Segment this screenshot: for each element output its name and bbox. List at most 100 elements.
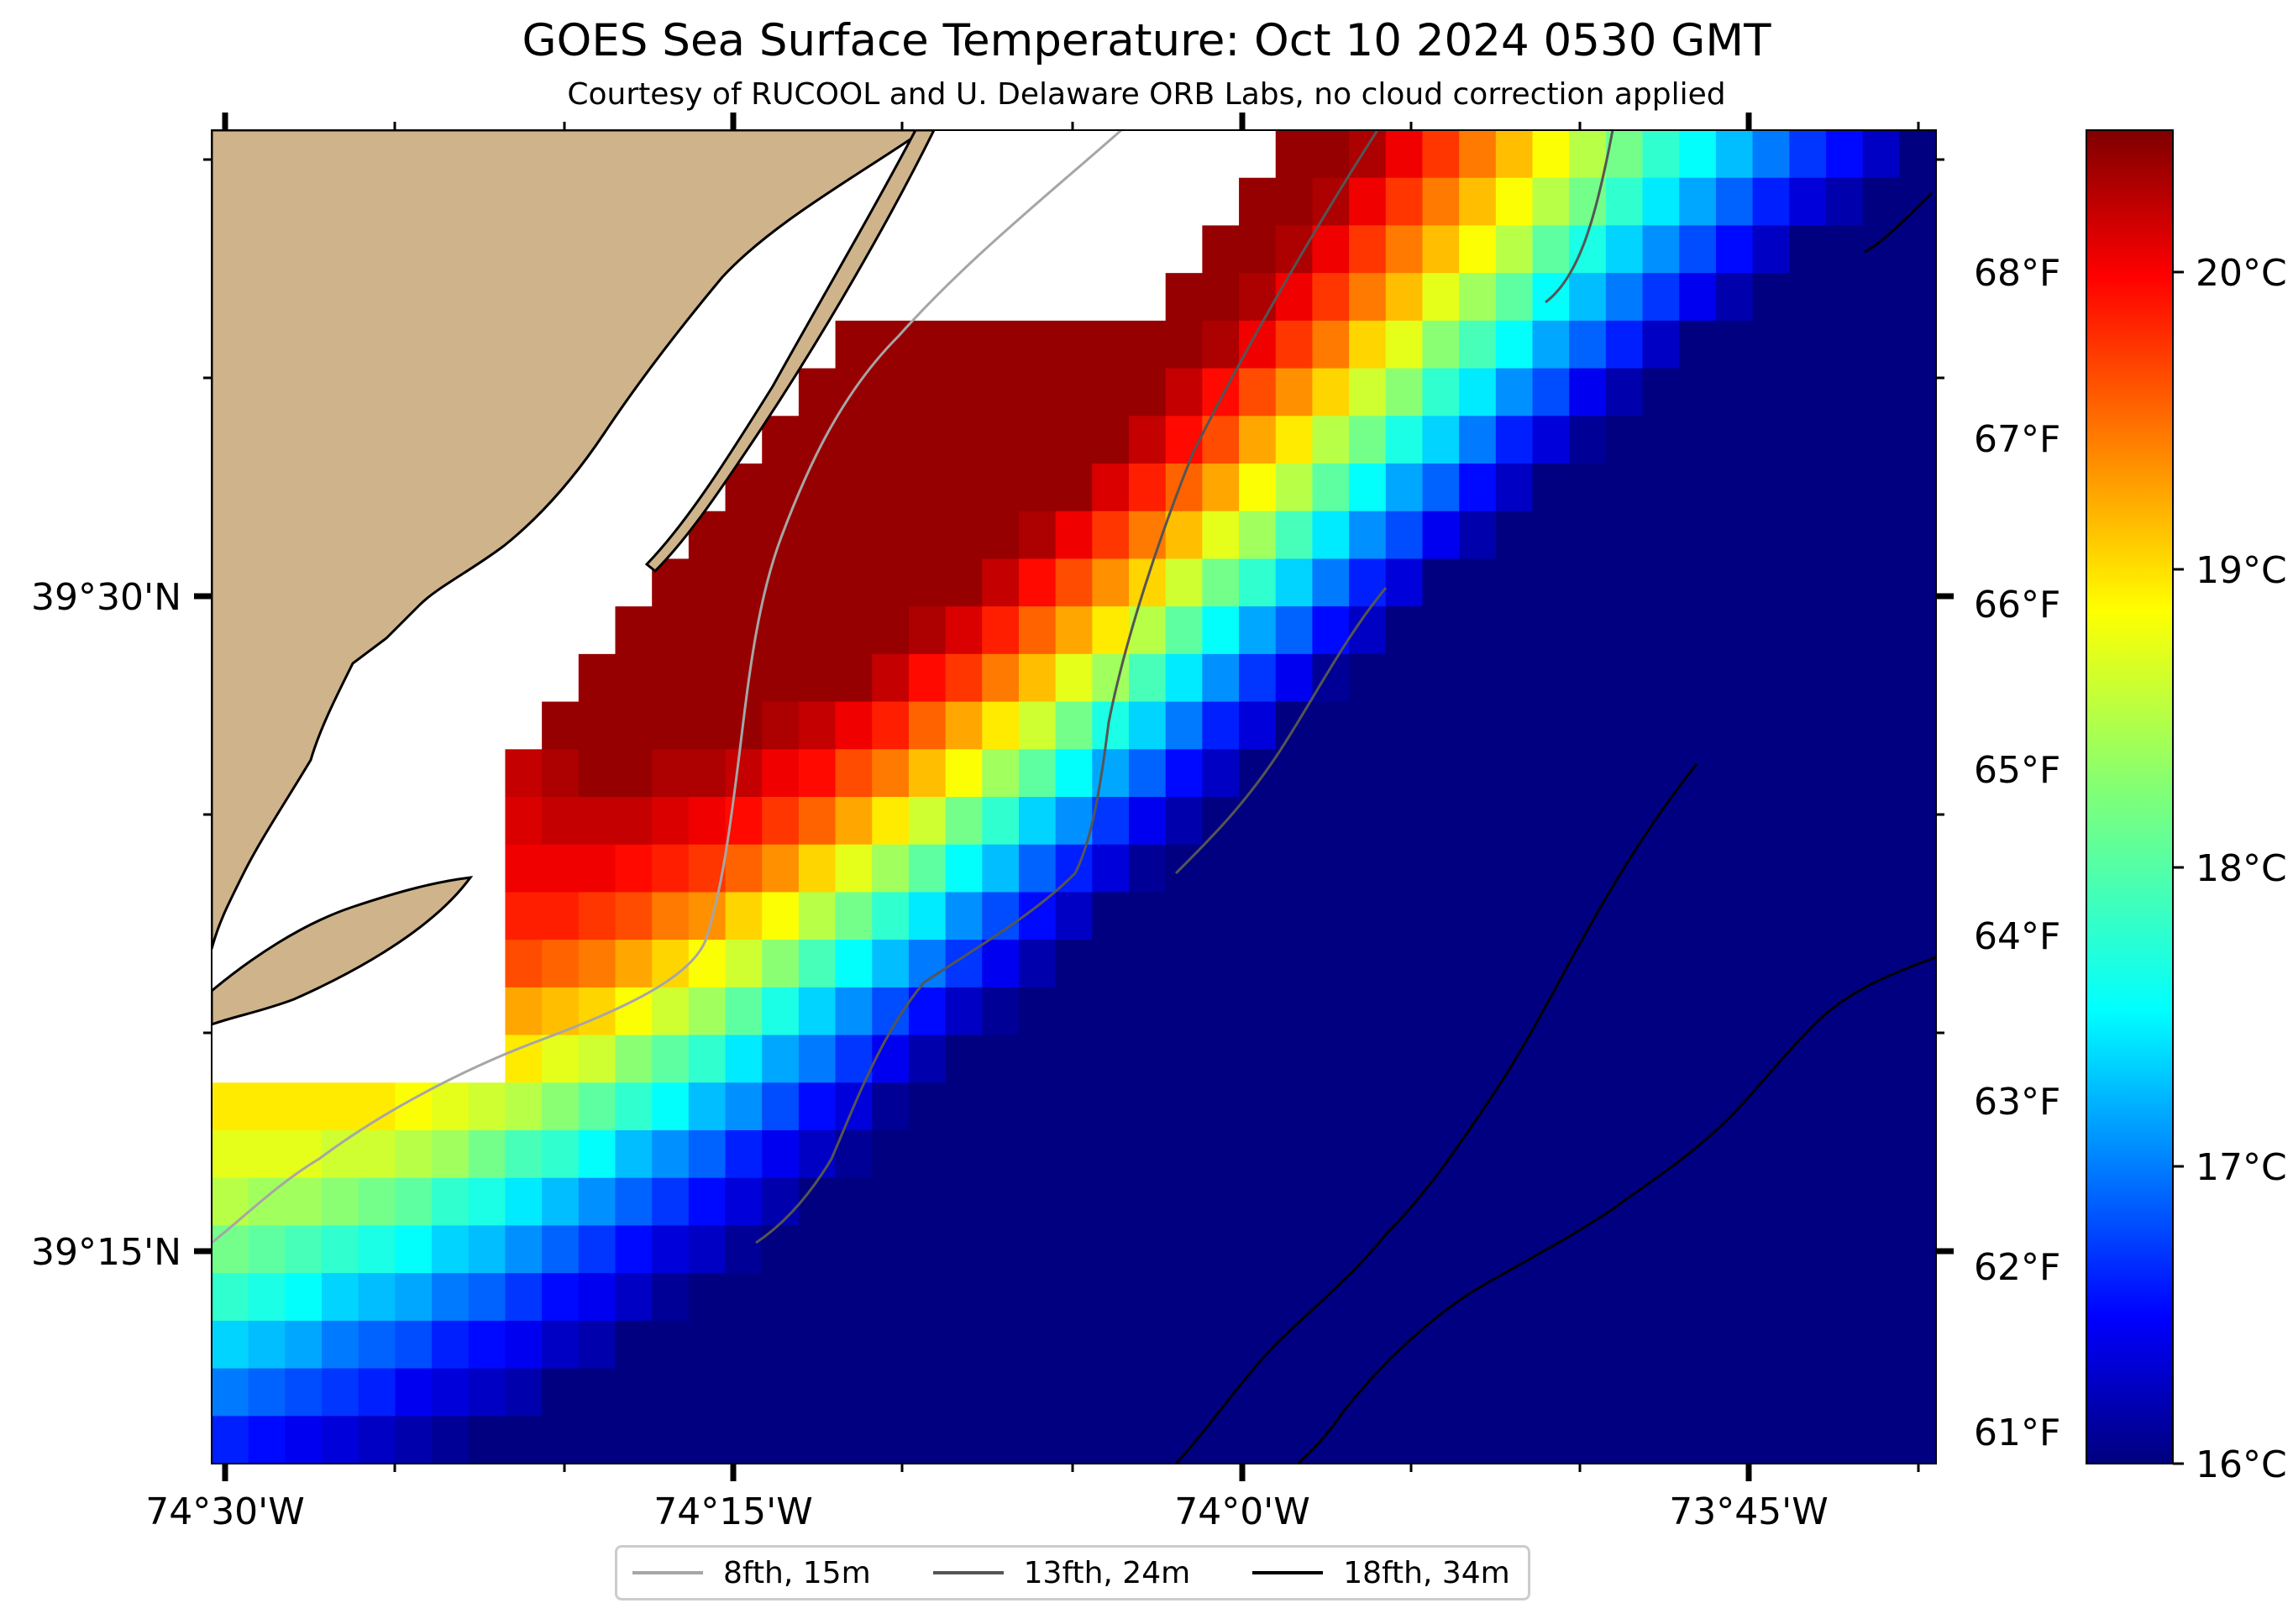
sst-cell [798,1320,837,1370]
sst-cell [945,1320,983,1370]
sst-cell [1789,320,1827,369]
sst-cell [1679,1082,1717,1131]
sst-cell [1312,892,1350,940]
sst-cell [1679,940,1717,988]
sst-cell [1715,653,1754,703]
sst-cell [1569,1082,1607,1131]
sst-cell [358,1082,396,1131]
sst-cell [1862,701,1900,750]
sst-cell [1385,320,1424,369]
sst-cell [1385,177,1424,227]
sst-cell [1752,749,1790,798]
sst-cell [1642,987,1680,1036]
sst-cell [1569,368,1607,416]
sst-cell [1605,653,1644,703]
sst-cell [1825,558,1864,607]
sst-cell [725,1416,763,1464]
sst-cell [835,940,873,988]
sst-cell [578,940,617,988]
sst-cell [1385,1082,1424,1131]
fahrenheit-label: 64°F [1974,915,2060,958]
sst-cell [432,1082,470,1131]
sst-cell [798,558,837,607]
sst-cell [798,464,837,512]
sst-cell [1642,1320,1680,1370]
sst-cell [1825,464,1864,512]
sst-cell [1275,653,1314,703]
sst-cell [762,1225,800,1274]
sst-cell [1165,1320,1203,1370]
sst-cell [1422,1368,1460,1417]
sst-cell [762,940,800,988]
sst-cell [1349,177,1387,227]
sst-cell [1385,225,1424,274]
sst-cell [1862,273,1900,322]
sst-cell [945,1416,983,1464]
sst-cell [872,1416,910,1464]
sst-cell [615,1273,653,1322]
sst-cell [1495,1416,1534,1464]
sst-cell [1422,273,1460,322]
sst-cell [1055,1416,1093,1464]
sst-cell [1018,558,1057,607]
sst-cell [1312,511,1350,560]
sst-cell [1422,1082,1460,1131]
colorbar-label: 19°C [2196,549,2287,592]
sst-cell [908,749,947,798]
sst-cell [1422,558,1460,607]
legend-label: 18fth, 34m [1343,1555,1510,1590]
sst-cell [1752,1130,1790,1179]
sst-cell [1018,797,1057,846]
sst-cell [1752,320,1790,369]
land-cape-south [212,876,474,1026]
sst-cell [908,606,947,655]
sst-cell [1459,464,1497,512]
sst-cell [578,844,617,893]
sst-cell [1055,1082,1093,1131]
sst-cell [1532,320,1570,369]
sst-cell [1789,653,1827,703]
sst-cell [1752,130,1790,179]
lat-label: 39°30'N [31,576,181,619]
sst-cell [1018,987,1057,1036]
sst-cell [945,749,983,798]
sst-cell [1495,558,1534,607]
sst-cell [1825,606,1864,655]
sst-cell [1349,464,1387,512]
sst-cell [1862,797,1900,846]
sst-cell [908,1225,947,1274]
sst-cell [835,797,873,846]
sst-cell [1129,701,1167,750]
sst-cell [1532,1035,1570,1083]
sst-cell [908,653,947,703]
sst-cell [908,797,947,846]
sst-cell [1275,1225,1314,1274]
sst-cell [1605,464,1644,512]
sst-cell [615,844,653,893]
sst-cell [688,940,727,988]
land-mainland [212,130,926,950]
sst-cell [615,1130,653,1179]
sst-cell [1825,1225,1864,1274]
sst-cell [798,368,837,416]
sst-cell [1899,606,1936,655]
sst-cell [1862,177,1900,227]
sst-cell [578,1177,617,1227]
sst-cell [1239,1416,1277,1464]
sst-cell [798,1177,837,1227]
sst-cell [1715,130,1754,179]
sst-cell [1495,987,1534,1036]
sst-cell [1312,1320,1350,1370]
sst-cell [1752,464,1790,512]
sst-cell [615,892,653,940]
sst-cell [762,797,800,846]
sst-cell [725,749,763,798]
sst-cell [1422,225,1460,274]
sst-cell [468,1416,506,1464]
sst-cell [1605,892,1644,940]
sst-cell [1752,892,1790,940]
sst-cell [212,1416,249,1464]
sst-cell [1312,273,1350,322]
sst-cell [578,749,617,798]
sst-cell [945,606,983,655]
